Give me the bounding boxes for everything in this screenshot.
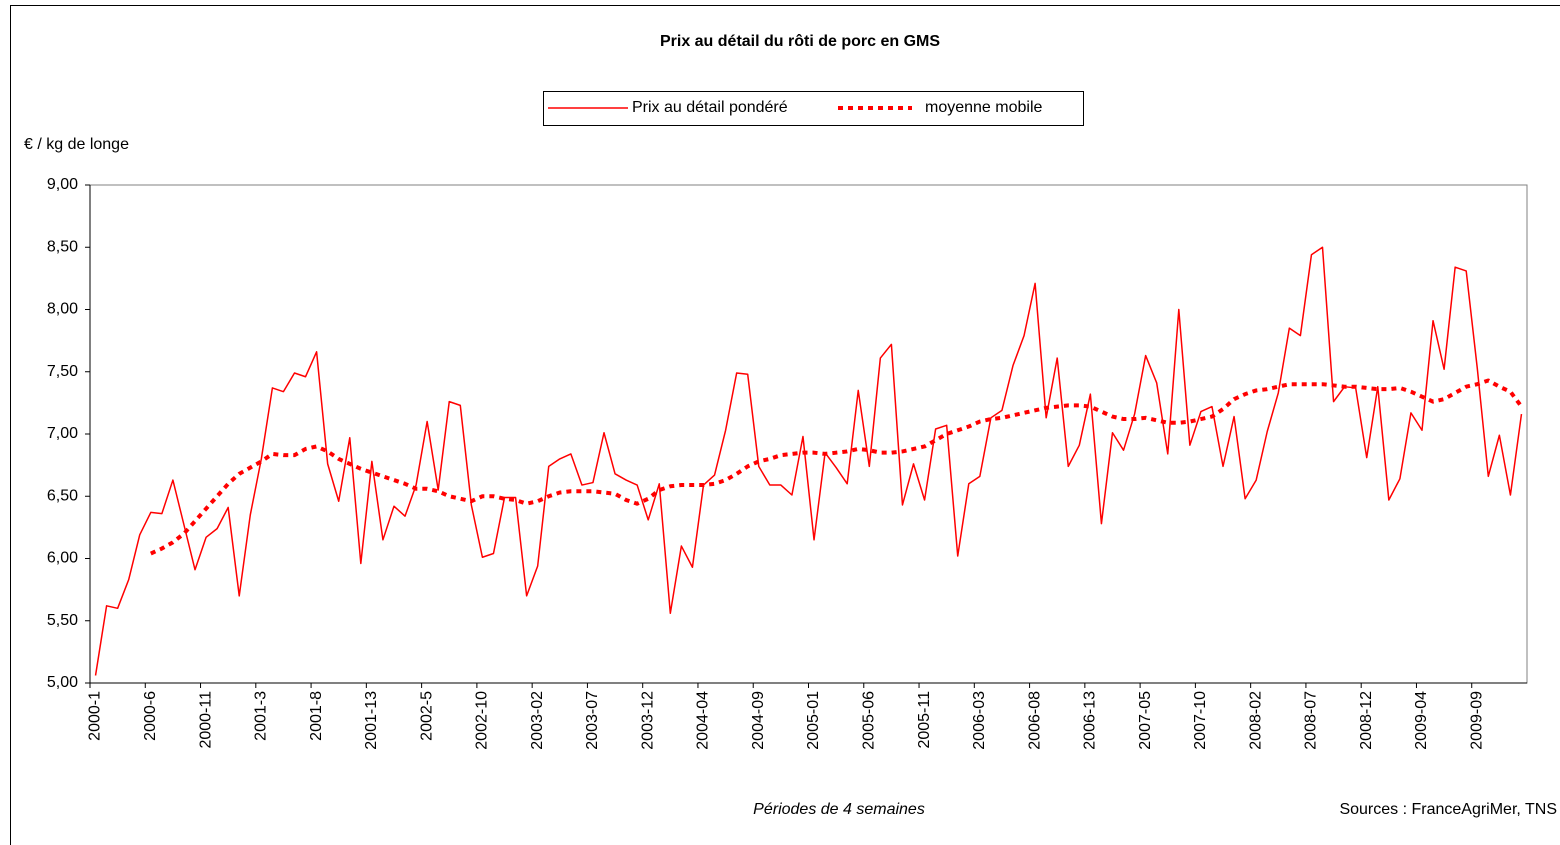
y-tick-label: 5,00 <box>47 674 78 691</box>
y-axis-title: € / kg de longe <box>24 136 129 153</box>
moving-average-line <box>149 378 1524 556</box>
y-tick-label: 6,50 <box>47 487 78 504</box>
x-tick-label: 2001-8 <box>308 691 325 741</box>
x-tick-label: 2003-02 <box>529 691 546 750</box>
x-tick-label: 2000-6 <box>142 691 159 741</box>
x-tick-label: 2002-10 <box>474 691 491 750</box>
x-tick-label: 2006-03 <box>971 691 988 750</box>
legend-label: moyenne mobile <box>925 99 1043 116</box>
legend-box <box>543 91 1084 126</box>
price-line <box>94 246 1523 676</box>
y-tick-label: 7,00 <box>47 425 78 442</box>
x-tick-label: 2008-07 <box>1303 691 1320 750</box>
x-tick-label: 2005-01 <box>805 691 822 750</box>
y-tick-label: 7,50 <box>47 363 78 380</box>
source-note: Sources : FranceAgriMer, TNS <box>1339 801 1557 818</box>
x-tick-label: 2001-3 <box>253 691 270 741</box>
y-tick-label: 6,00 <box>47 550 78 567</box>
x-tick-label: 2000-1 <box>87 691 104 741</box>
x-tick-label: 2005-11 <box>916 691 933 749</box>
chart-title: Prix au détail du rôti de porc en GMS <box>660 33 940 50</box>
chart-border <box>10 5 1560 845</box>
x-tick-label: 2008-12 <box>1358 691 1375 750</box>
x-tick-label: 2002-5 <box>418 691 435 741</box>
x-tick-label: 2004-09 <box>750 691 767 750</box>
x-tick-label: 2005-06 <box>861 691 878 750</box>
x-tick-label: 2007-05 <box>1137 691 1154 750</box>
x-tick-label: 2009-04 <box>1413 691 1430 750</box>
x-tick-label: 2009-09 <box>1468 691 1485 750</box>
y-tick-label: 8,00 <box>47 301 78 318</box>
x-tick-label: 2008-02 <box>1247 691 1264 750</box>
x-tick-label: 2001-13 <box>363 691 380 750</box>
legend-label: Prix au détail pondéré <box>632 99 788 116</box>
x-tick-label: 2006-08 <box>1026 691 1043 750</box>
x-axis-title: Périodes de 4 semaines <box>753 801 925 818</box>
x-tick-label: 2004-04 <box>695 691 712 750</box>
y-tick-label: 8,50 <box>47 238 78 255</box>
x-tick-label: 2003-07 <box>584 691 601 750</box>
x-tick-label: 2003-12 <box>639 691 656 750</box>
x-tick-label: 2006-13 <box>1082 691 1099 750</box>
y-tick-label: 5,50 <box>47 612 78 629</box>
x-tick-label: 2007-10 <box>1192 691 1209 750</box>
x-tick-label: 2000-11 <box>197 691 214 749</box>
y-tick-label: 9,00 <box>47 176 78 193</box>
